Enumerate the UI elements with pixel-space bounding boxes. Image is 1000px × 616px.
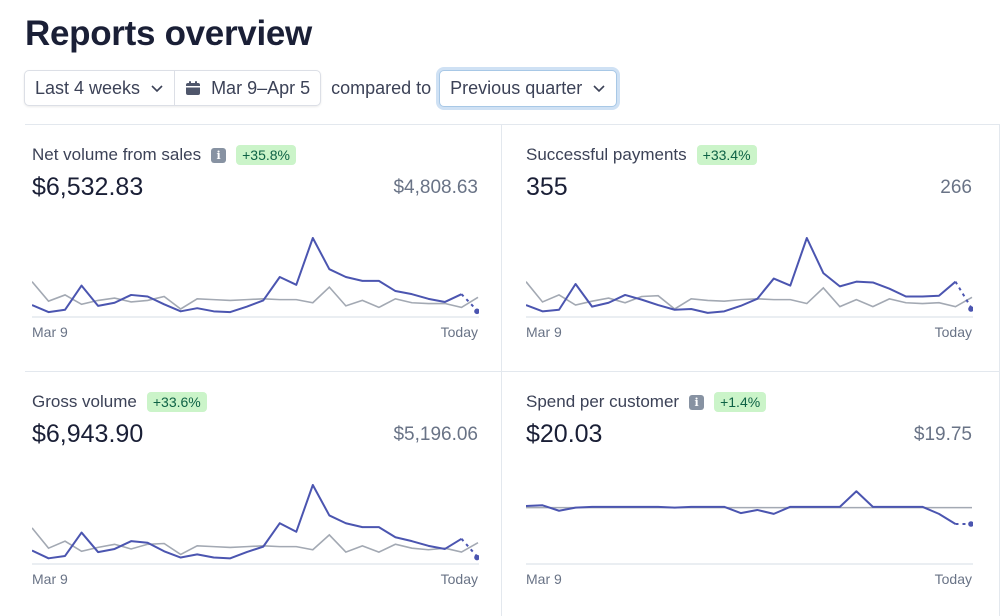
date-range-picker[interactable]: Mar 9–Apr 5 bbox=[174, 71, 320, 105]
today-point[interactable] bbox=[968, 306, 973, 312]
axis-start-label: Mar 9 bbox=[32, 324, 68, 340]
report-card-net-volume[interactable]: Net volume from sales i +35.8% $6,532.83… bbox=[25, 125, 502, 372]
current-value: $6,532.83 bbox=[32, 173, 144, 201]
previous-period-line bbox=[32, 281, 479, 310]
axis-end-label: Today bbox=[440, 324, 478, 340]
today-point[interactable] bbox=[474, 308, 479, 315]
report-card-gross-volume[interactable]: Gross volume +33.6% $6,943.90 $5,196.06 … bbox=[25, 372, 502, 616]
info-icon[interactable]: i bbox=[689, 394, 705, 410]
chevron-down-icon bbox=[593, 85, 605, 93]
comparison-value: 266 bbox=[940, 177, 972, 198]
card-title: Gross volume bbox=[32, 392, 137, 411]
report-card-successful-payments[interactable]: Successful payments +33.4% 355 266 Mar 9… bbox=[502, 125, 1000, 372]
current-period-line bbox=[526, 490, 957, 525]
comparison-value: $19.75 bbox=[913, 424, 972, 445]
sparkline-chart bbox=[526, 237, 973, 318]
comparison-value: $5,196.06 bbox=[393, 424, 478, 445]
today-point[interactable] bbox=[474, 554, 479, 561]
sparkline-chart bbox=[526, 490, 973, 565]
card-title: Spend per customer bbox=[526, 392, 680, 411]
change-badge: +33.4% bbox=[696, 145, 757, 165]
sparkline-chart bbox=[32, 484, 479, 565]
change-badge: +35.8% bbox=[236, 145, 296, 165]
today-point[interactable] bbox=[968, 521, 973, 527]
reports-grid: Net volume from sales i +35.8% $6,532.83… bbox=[25, 124, 1000, 616]
axis-start-label: Mar 9 bbox=[526, 571, 562, 587]
compared-to-label: compared to bbox=[331, 77, 432, 98]
axis-start-label: Mar 9 bbox=[526, 324, 562, 340]
page-title: Reports overview bbox=[25, 14, 312, 53]
current-period-line bbox=[526, 237, 957, 314]
calendar-icon bbox=[186, 81, 201, 95]
chevron-down-icon bbox=[151, 85, 163, 93]
current-value: $6,943.90 bbox=[32, 420, 144, 448]
axis-start-label: Mar 9 bbox=[32, 571, 68, 587]
range-preset-label: Last 4 weeks bbox=[35, 77, 141, 98]
previous-period-line bbox=[526, 281, 973, 310]
axis-end-label: Today bbox=[934, 571, 972, 587]
current-value: $20.03 bbox=[526, 420, 603, 448]
change-badge: +1.4% bbox=[714, 392, 767, 412]
date-range-label: Mar 9–Apr 5 bbox=[211, 77, 311, 98]
change-badge: +33.6% bbox=[146, 392, 207, 412]
projected-segment bbox=[954, 281, 973, 310]
info-icon[interactable]: i bbox=[211, 147, 227, 163]
sparkline-chart bbox=[32, 237, 479, 318]
card-title: Net volume from sales bbox=[32, 145, 202, 164]
report-card-spend-per-customer[interactable]: Spend per customer i +1.4% $20.03 $19.75… bbox=[502, 372, 1000, 616]
card-title: Successful payments bbox=[526, 145, 687, 164]
current-period-line bbox=[32, 237, 462, 314]
axis-end-label: Today bbox=[440, 571, 478, 587]
comparison-value: $4,808.63 bbox=[393, 177, 478, 198]
previous-period-line bbox=[32, 527, 479, 556]
comparison-label: Previous quarter bbox=[450, 77, 583, 98]
range-preset-dropdown[interactable]: Last 4 weeks bbox=[25, 71, 174, 105]
filter-bar: Last 4 weeks Mar 9–Apr 5 compared to Pre… bbox=[24, 69, 618, 107]
axis-end-label: Today bbox=[934, 324, 972, 340]
current-period-line bbox=[32, 484, 463, 560]
date-range-group: Last 4 weeks Mar 9–Apr 5 bbox=[24, 70, 322, 106]
current-value: 355 bbox=[526, 173, 568, 201]
comparison-dropdown[interactable]: Previous quarter bbox=[439, 69, 618, 107]
